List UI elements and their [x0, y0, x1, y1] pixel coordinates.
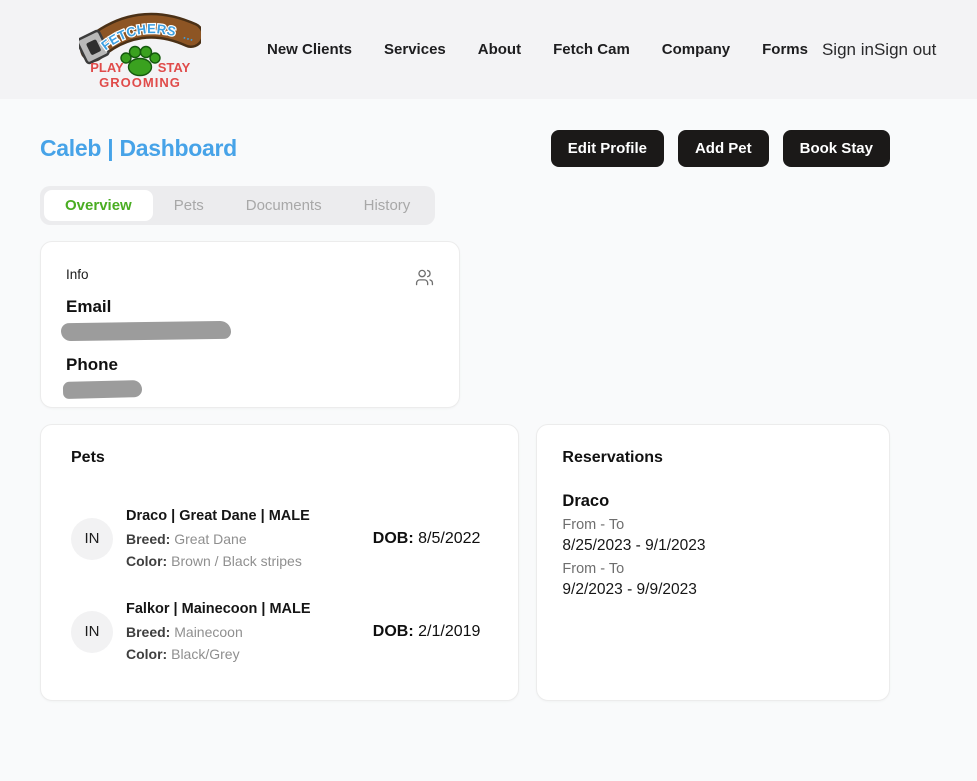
logo-dots: ···: [181, 32, 195, 47]
pet-row-falkor: IN Falkor | Mainecoon | MALE Breed: Main…: [71, 598, 488, 665]
info-card-title: Info: [66, 267, 89, 282]
phone-label: Phone: [66, 355, 118, 374]
status-badge: IN: [71, 610, 113, 653]
sign-out-link[interactable]: Sign out: [873, 39, 937, 59]
pets-card: Pets IN Draco | Great Dane | MALE Breed:…: [40, 424, 520, 701]
pet-breed-line: Breed: Mainecoon: [126, 621, 311, 643]
action-buttons: Edit Profile Add Pet Book Stay: [550, 130, 890, 167]
pet-dob-value: 2/1/2019: [418, 622, 481, 640]
main-nav: New Clients Services About Fetch Cam Com…: [267, 41, 808, 58]
nav-item-forms[interactable]: Forms: [762, 41, 808, 58]
nav-item-fetch-cam[interactable]: Fetch Cam: [553, 41, 630, 58]
paw-icon: [120, 45, 161, 76]
auth-links: Sign in Sign out: [822, 40, 936, 60]
pet-color-value: Black/Grey: [171, 646, 240, 662]
fetchers-logo-art: FETCHERS ··· PLAY STAY GROOMING: [76, 12, 204, 90]
fetchers-logo[interactable]: FETCHERS ··· PLAY STAY GROOMING: [76, 8, 204, 92]
reservations-card: Reservations Draco From - To 8/25/2023 -…: [536, 424, 890, 701]
title-row: Caleb | Dashboard Edit Profile Add Pet B…: [40, 130, 890, 167]
reservation-range-label: From - To: [562, 561, 625, 577]
reservation-range-label: From - To: [562, 517, 625, 533]
tab-documents[interactable]: Documents: [245, 197, 322, 214]
pet-breed-line: Breed: Great Dane: [126, 528, 310, 550]
pet-name: Falkor | Mainecoon | MALE: [126, 601, 311, 617]
sign-in-link[interactable]: Sign in: [821, 39, 874, 59]
users-icon: [415, 268, 434, 287]
pet-color-line: Color: Black/Grey: [126, 643, 311, 665]
pet-breed-label: Breed:: [126, 624, 171, 640]
status-badge: IN: [71, 517, 113, 560]
pets-card-title: Pets: [71, 449, 105, 466]
redacted-email-scribble: [60, 320, 232, 342]
info-card: Info Email Phone: [40, 241, 460, 408]
reservations-card-title: Reservations: [562, 449, 663, 466]
logo-play-text: PLAY: [90, 60, 124, 75]
email-label: Email: [66, 297, 112, 316]
pet-dob-label: DOB:: [372, 622, 414, 640]
pet-color-label: Color:: [126, 646, 168, 662]
reservation-dates: 9/2/2023 - 9/9/2023: [562, 581, 697, 598]
edit-profile-button[interactable]: Edit Profile: [550, 130, 664, 167]
nav-item-services[interactable]: Services: [384, 41, 446, 58]
reservation-dates: 8/25/2023 - 9/1/2023: [562, 537, 706, 554]
collar-buckle-icon: [76, 29, 110, 64]
dashboard-main: Caleb | Dashboard Edit Profile Add Pet B…: [0, 130, 977, 701]
pet-color-value: Brown / Black stripes: [171, 553, 302, 569]
add-pet-button[interactable]: Add Pet: [677, 130, 769, 167]
pet-info: Draco | Great Dane | MALE Breed: Great D…: [126, 505, 310, 572]
pet-row-draco: IN Draco | Great Dane | MALE Breed: Grea…: [71, 505, 488, 572]
dashboard-tabs: Overview Pets Documents History: [40, 186, 436, 225]
pet-dob-value: 8/5/2022: [418, 529, 481, 547]
reservation-pet-name: Draco: [562, 492, 610, 510]
pet-breed-value: Great Dane: [174, 531, 247, 547]
pet-dob: DOB: 2/1/2019: [373, 623, 481, 641]
tab-pets[interactable]: Pets: [173, 197, 204, 214]
pet-dob-label: DOB:: [372, 529, 414, 547]
pet-breed-value: Mainecoon: [174, 624, 243, 640]
pet-name: Draco | Great Dane | MALE: [126, 508, 310, 524]
nav-item-about[interactable]: About: [477, 41, 522, 58]
cards-row: Pets IN Draco | Great Dane | MALE Breed:…: [40, 424, 890, 701]
tab-history[interactable]: History: [363, 197, 411, 214]
nav-item-company[interactable]: Company: [661, 41, 731, 58]
pet-dob: DOB: 8/5/2022: [373, 530, 481, 548]
pet-info: Falkor | Mainecoon | MALE Breed: Maineco…: [126, 598, 311, 665]
pet-color-line: Color: Brown / Black stripes: [126, 550, 310, 572]
page-title: Caleb | Dashboard: [40, 135, 237, 161]
logo-stay-text: STAY: [158, 60, 191, 75]
tab-overview[interactable]: Overview: [44, 190, 153, 221]
logo-grooming-text: GROOMING: [99, 75, 181, 90]
site-header: FETCHERS ··· PLAY STAY GROOMING New Clie…: [0, 0, 977, 99]
book-stay-button[interactable]: Book Stay: [782, 130, 890, 167]
pet-breed-label: Breed:: [126, 531, 171, 547]
redacted-phone-scribble: [62, 380, 143, 399]
nav-item-new-clients[interactable]: New Clients: [267, 41, 353, 58]
pet-color-label: Color:: [126, 553, 168, 569]
